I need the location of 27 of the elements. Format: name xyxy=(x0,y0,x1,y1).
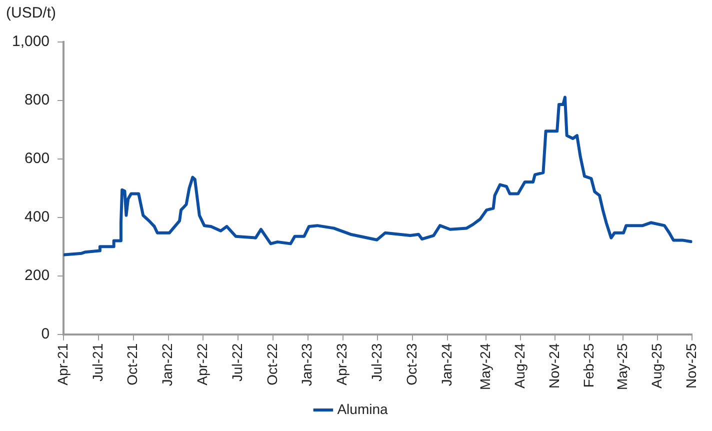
x-tick-label: Aug-25 xyxy=(648,343,665,388)
y-tick-label: 200 xyxy=(24,266,50,284)
y-tick-label: 400 xyxy=(24,208,50,226)
y-tick-label: 0 xyxy=(41,325,50,342)
x-tick-label: May-24 xyxy=(477,343,494,390)
x-tick-label: Apr-21 xyxy=(54,343,70,386)
x-tick-label: Oct-21 xyxy=(124,343,140,386)
y-tick-label: 600 xyxy=(24,150,50,168)
x-tick-label: May-25 xyxy=(614,343,630,390)
x-tick-label: Nov-25 xyxy=(683,343,700,388)
x-tick-label: Apr-22 xyxy=(194,343,210,386)
y-tick-label: 1,000 xyxy=(12,33,50,50)
legend-label: Alumina xyxy=(337,400,388,417)
x-tick-label: Feb-25 xyxy=(580,343,597,388)
x-tick-label: Apr-23 xyxy=(334,343,350,386)
x-tick-label: Oct-22 xyxy=(264,343,280,386)
y-axis-title: (USD/t) xyxy=(6,4,56,22)
x-tick-label: Jan-24 xyxy=(438,343,454,386)
x-tick-label: Jul-21 xyxy=(89,343,106,382)
x-tick-label: Aug-24 xyxy=(512,343,528,388)
x-tick-label: Nov-24 xyxy=(546,343,562,388)
x-tick-label: Jul-22 xyxy=(228,343,245,382)
x-tick-label: Oct-23 xyxy=(403,343,420,386)
x-tick-label: Jan-22 xyxy=(159,343,176,386)
x-tick-label: Jul-23 xyxy=(368,343,385,382)
x-tick-label: Jan-23 xyxy=(298,343,315,386)
y-tick-label: 800 xyxy=(24,92,50,109)
